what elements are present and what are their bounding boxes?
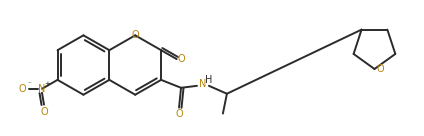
Text: O: O — [377, 64, 384, 74]
Text: O: O — [131, 30, 139, 40]
Text: O: O — [175, 109, 183, 119]
Text: O: O — [178, 54, 185, 64]
Text: O: O — [40, 106, 48, 117]
Text: H: H — [205, 75, 213, 85]
Text: +: + — [44, 81, 50, 87]
Text: ⁻: ⁻ — [27, 81, 31, 87]
Text: N: N — [199, 79, 206, 89]
Text: N: N — [38, 84, 46, 94]
Text: O: O — [18, 84, 26, 94]
